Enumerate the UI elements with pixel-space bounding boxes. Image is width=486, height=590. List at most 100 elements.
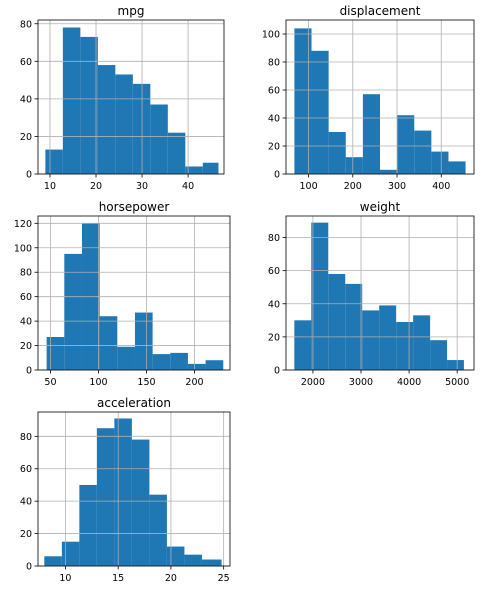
histogram-bar	[79, 484, 97, 566]
y-tick-label: 100	[262, 30, 280, 41]
y-tick-label: 40	[20, 497, 32, 508]
histogram-bar	[448, 161, 466, 174]
histogram-bar	[166, 546, 185, 566]
histogram-bar	[345, 157, 363, 174]
axes-frame	[37, 215, 231, 371]
axes-frame	[37, 411, 231, 567]
x-tick-label: 2000	[301, 377, 325, 388]
histogram-bar	[131, 439, 150, 566]
histogram-bar	[44, 556, 62, 566]
x-tick-label: 150	[137, 377, 155, 388]
x-tick-label: 30	[136, 181, 148, 192]
y-tick-label: 0	[26, 562, 32, 573]
y-tick-label: 20	[268, 332, 280, 343]
subplot-title: weight	[360, 200, 401, 214]
y-tick-label: 80	[20, 432, 32, 443]
histogram-bar	[150, 104, 168, 174]
histogram-bar	[117, 346, 135, 370]
histogram-bar	[294, 28, 312, 175]
histogram-bar	[430, 340, 448, 370]
histogram-bar	[64, 253, 82, 370]
y-tick-label: 20	[268, 142, 280, 153]
histogram-bar	[328, 273, 346, 370]
y-tick-label: 40	[268, 114, 280, 125]
histogram-bar	[413, 315, 431, 370]
y-tick-label: 20	[20, 341, 32, 352]
histogram-bar	[345, 283, 363, 370]
histogram-bar	[185, 166, 203, 174]
histogram-bar	[362, 94, 380, 174]
x-tick-label: 15	[112, 573, 124, 584]
y-tick-label: 0	[274, 170, 280, 181]
x-tick-label: 10	[59, 573, 71, 584]
x-tick-label: 5000	[445, 377, 469, 388]
histogram-bar	[414, 130, 432, 174]
x-tick-label: 4000	[397, 377, 421, 388]
x-tick-label: 300	[388, 181, 406, 192]
y-tick-label: 0	[26, 170, 32, 181]
histogram-bar	[46, 337, 65, 370]
subplot-mpg: 10 20 30 40 0 20 40 60 80 mpg	[20, 4, 225, 192]
y-tick-label: 100	[14, 243, 32, 254]
histogram-bar	[397, 115, 415, 174]
histogram-bar	[328, 132, 346, 174]
y-tick-label: 80	[20, 268, 32, 279]
histogram-bar	[132, 83, 151, 174]
x-tick-label: 3000	[349, 377, 373, 388]
histogram-bar	[80, 36, 98, 175]
subplot-displacement: 100 200 300 400 0 20 40 60 80 100 displacement	[262, 4, 475, 192]
subplot-horsepower: 50 100 150 200 0 20 40 60 80 100 120 horsepower	[14, 200, 231, 388]
y-tick-label: 120	[14, 219, 32, 230]
x-tick-label: 25	[218, 573, 230, 584]
histogram-bar	[362, 310, 380, 370]
subplot-title: mpg	[118, 4, 145, 18]
histogram-bar	[149, 494, 167, 566]
histogram-bar	[61, 541, 80, 566]
y-tick-label: 0	[26, 366, 32, 377]
histogram-bar	[134, 312, 153, 370]
histogram-bar	[380, 169, 398, 174]
x-tick-label: 100	[299, 181, 317, 192]
x-tick-label: 100	[89, 377, 107, 388]
x-tick-label: 200	[344, 181, 362, 192]
histogram-bar	[152, 354, 171, 370]
x-tick-label: 20	[90, 181, 102, 192]
x-tick-label: 400	[432, 181, 450, 192]
y-tick-label: 80	[268, 233, 280, 244]
histogram-bar	[96, 428, 115, 566]
subplot-title: horsepower	[99, 200, 170, 214]
subplot-acceleration: 10 15 20 25 0 20 40 60 80 acceleration	[20, 396, 231, 584]
x-tick-label: 200	[185, 377, 203, 388]
y-tick-label: 60	[268, 86, 280, 97]
histogram-bar	[167, 132, 186, 174]
histogram-bar	[311, 50, 329, 174]
y-tick-label: 60	[20, 292, 32, 303]
y-tick-label: 20	[20, 529, 32, 540]
y-tick-label: 80	[20, 19, 32, 30]
histogram-bar	[311, 222, 329, 370]
histogram-bar	[97, 65, 116, 174]
histogram-bar	[201, 559, 222, 566]
x-tick-label: 10	[44, 181, 56, 192]
y-tick-label: 40	[268, 299, 280, 310]
histogram-bar	[205, 360, 224, 370]
x-tick-label: 20	[165, 573, 177, 584]
y-tick-label: 40	[20, 94, 32, 105]
y-tick-label: 60	[20, 57, 32, 68]
y-tick-label: 20	[20, 132, 32, 143]
axes-frame	[285, 215, 475, 371]
histogram-bar	[396, 321, 414, 370]
y-tick-label: 0	[274, 366, 280, 377]
axes-frame	[37, 19, 225, 175]
histogram-bar	[114, 418, 132, 566]
axes-frame	[285, 19, 475, 175]
y-tick-label: 60	[20, 464, 32, 475]
histogram-bar	[379, 305, 397, 370]
histogram-bar	[431, 151, 449, 174]
histogram-bar	[187, 363, 206, 370]
histogram-bar	[170, 352, 188, 370]
subplot-weight: 2000 3000 4000 5000 0 20 40 60 80 weight	[268, 200, 475, 388]
x-tick-label: 50	[44, 377, 56, 388]
x-tick-label: 40	[182, 181, 194, 192]
